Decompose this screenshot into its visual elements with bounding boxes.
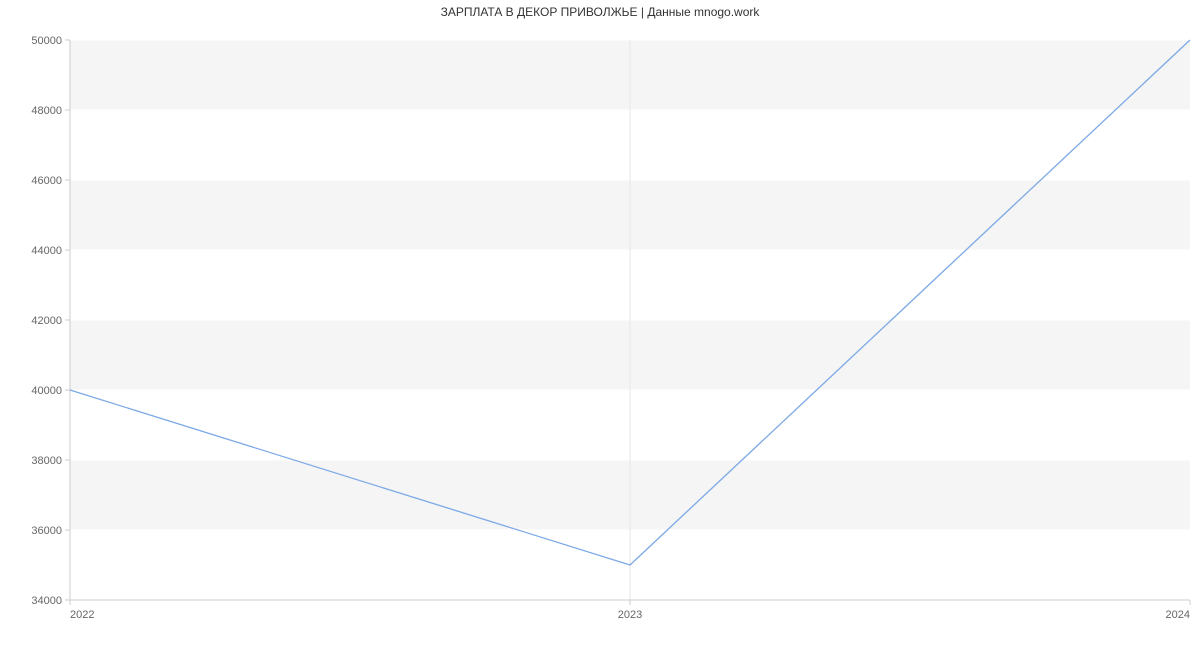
y-axis-tick-label: 44000 [31, 245, 62, 257]
x-axis-tick-label: 2023 [618, 609, 642, 621]
chart-title: ЗАРПЛАТА В ДЕКОР ПРИВОЛЖЬЕ | Данные mnog… [441, 5, 761, 19]
y-axis-tick-label: 48000 [31, 105, 62, 117]
y-axis-tick-label: 46000 [31, 175, 62, 187]
line-chart: ЗАРПЛАТА В ДЕКОР ПРИВОЛЖЬЕ | Данные mnog… [0, 0, 1200, 650]
x-axis-tick-label: 2024 [1166, 609, 1190, 621]
y-axis-tick-label: 42000 [31, 315, 62, 327]
x-axis-tick-label: 2022 [70, 609, 94, 621]
y-axis-tick-label: 36000 [31, 525, 62, 537]
y-axis-tick-label: 50000 [31, 35, 62, 47]
y-axis-tick-label: 40000 [31, 385, 62, 397]
y-axis-tick-label: 34000 [31, 595, 62, 607]
y-axis-tick-label: 38000 [31, 455, 62, 467]
